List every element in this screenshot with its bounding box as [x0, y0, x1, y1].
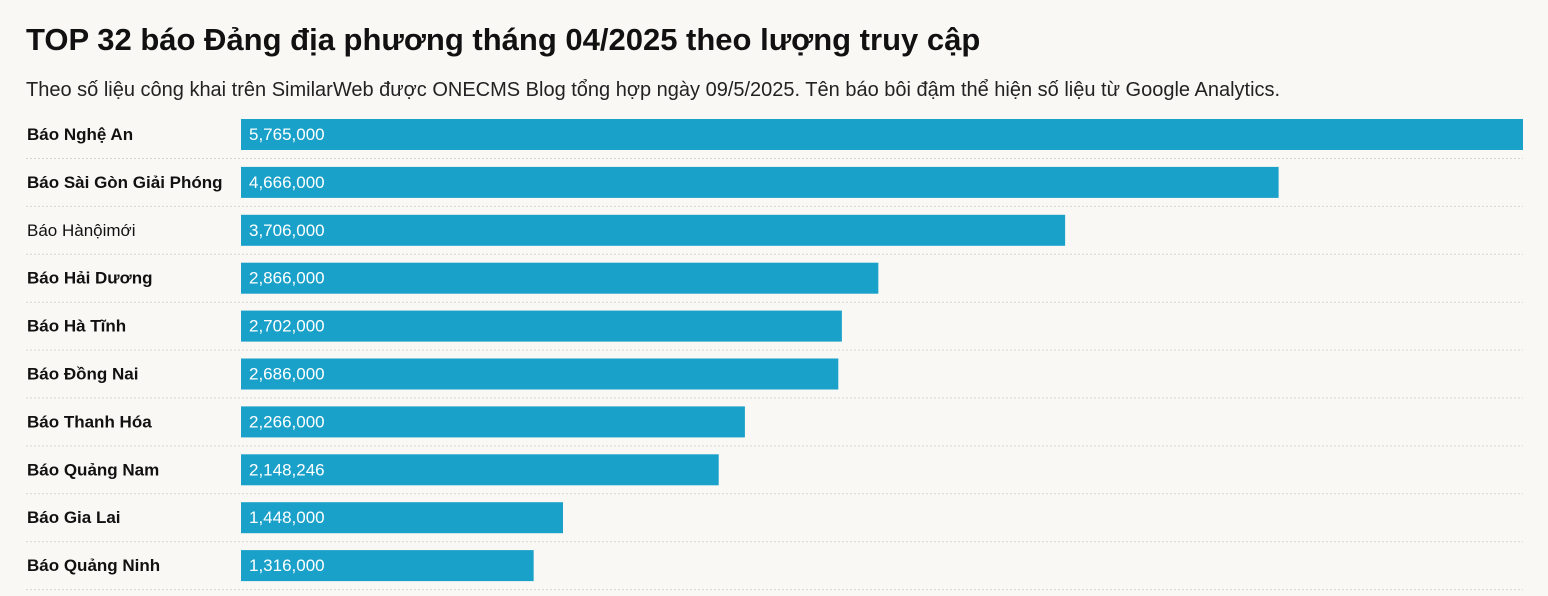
category-label: Báo Hànộimới [27, 221, 135, 240]
bar [241, 454, 719, 486]
bar [241, 214, 1066, 246]
bar-value-label: 3,706,000 [249, 221, 325, 240]
bar-row: Báo Quảng Nam 2,148,246 [26, 454, 1523, 495]
category-label: Báo Quảng Nam [27, 460, 159, 479]
bar-row: Báo Quảng Ninh 1,316,000 [26, 550, 1523, 591]
bar-value-label: 5,765,000 [249, 125, 325, 144]
bar [241, 358, 839, 390]
bar [241, 406, 745, 438]
bar [241, 310, 842, 342]
bar [241, 119, 1523, 150]
bar-value-label: 1,448,000 [249, 508, 325, 527]
bar-row: Báo Hànộimới 3,706,000 [26, 214, 1523, 255]
chart-title: TOP 32 báo Đảng địa phương tháng 04/2025… [26, 22, 981, 57]
category-label: Báo Nghệ An [27, 125, 133, 144]
category-label: Báo Hà Tĩnh [27, 317, 126, 336]
bar-row: Báo Gia Lai 1,448,000 [26, 502, 1523, 543]
bar-row: Báo Nghệ An 5,765,000 [26, 119, 1523, 159]
bar-row: Báo Thanh Hóa 2,266,000 [26, 406, 1523, 447]
bar-row: Báo Sài Gòn Giải Phóng 4,666,000 [26, 166, 1523, 207]
bar-value-label: 2,266,000 [249, 412, 325, 431]
bar [241, 502, 564, 534]
bar-value-label: 2,686,000 [249, 365, 325, 384]
bar-value-label: 2,866,000 [249, 269, 325, 288]
bar-row: Báo Đồng Nai 2,686,000 [26, 358, 1523, 399]
bar [241, 550, 534, 582]
bar [241, 262, 879, 294]
category-label: Báo Sài Gòn Giải Phóng [27, 173, 223, 192]
bar [241, 166, 1279, 198]
bar-row: Báo Hà Tĩnh 2,702,000 [26, 310, 1523, 351]
bar-value-label: 2,148,246 [249, 460, 325, 479]
category-label: Báo Quảng Ninh [27, 556, 160, 575]
category-label: Báo Đồng Nai [27, 365, 138, 384]
bar-row: Báo Hải Dương 2,866,000 [26, 262, 1523, 303]
category-label: Báo Hải Dương [27, 269, 152, 288]
bar-value-label: 1,316,000 [249, 556, 325, 575]
category-label: Báo Gia Lai [27, 508, 121, 527]
category-label: Báo Thanh Hóa [27, 412, 152, 431]
bar-value-label: 4,666,000 [249, 173, 325, 192]
chart-subtitle: Theo số liệu công khai trên SimilarWeb đ… [26, 79, 1281, 101]
bar-value-label: 2,702,000 [249, 317, 325, 336]
